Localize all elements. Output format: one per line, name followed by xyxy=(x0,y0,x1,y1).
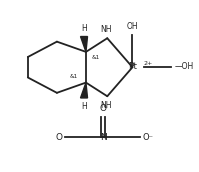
Text: &1: &1 xyxy=(92,55,100,60)
Text: NH: NH xyxy=(100,100,112,110)
Text: 2+: 2+ xyxy=(143,61,152,66)
Text: O⁻: O⁻ xyxy=(142,133,153,142)
Text: O: O xyxy=(55,133,62,142)
Polygon shape xyxy=(81,36,88,52)
Text: H: H xyxy=(81,24,87,33)
Text: &1: &1 xyxy=(70,74,78,79)
Text: N: N xyxy=(100,133,107,142)
Text: —OH: —OH xyxy=(175,62,194,71)
Text: NH: NH xyxy=(100,25,112,34)
Text: H: H xyxy=(81,102,87,111)
Polygon shape xyxy=(81,83,88,98)
Text: OH: OH xyxy=(127,22,138,31)
Text: Pt: Pt xyxy=(128,62,137,71)
Text: O: O xyxy=(100,104,107,113)
